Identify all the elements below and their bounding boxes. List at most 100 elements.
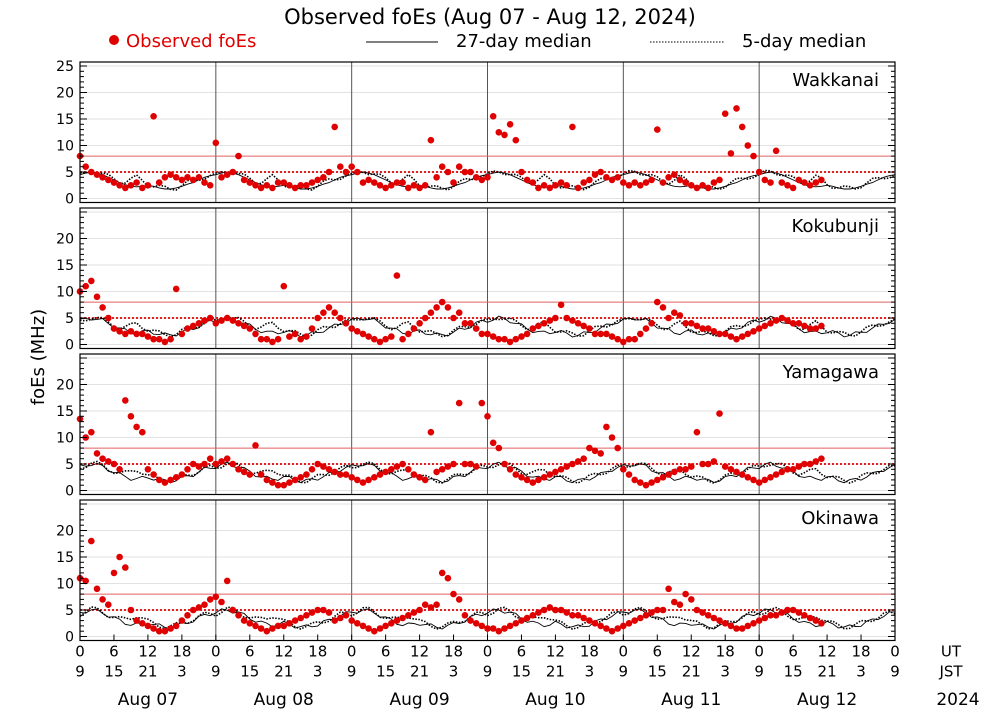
observed-point — [535, 476, 542, 484]
station-name: Okinawa — [801, 508, 879, 529]
observed-point — [625, 335, 633, 343]
observed-point — [812, 179, 820, 186]
observed-point — [540, 606, 548, 614]
observed-point — [784, 466, 791, 473]
observed-point — [552, 314, 559, 322]
observed-point — [574, 320, 582, 327]
day-label: Aug 10 — [525, 690, 585, 710]
observed-point — [586, 325, 593, 332]
observed-point — [699, 609, 706, 616]
observed-point — [637, 330, 644, 338]
observed-point — [540, 182, 548, 189]
observed-point — [280, 622, 288, 630]
x-axis: 0 9 6 15 12 21 18 3 0 9 6 15 12 21 18 3 0 9 6 15 12 21 18 3 0 9 6 1… — [75, 634, 980, 710]
median5-line — [79, 316, 896, 338]
observed-point — [580, 322, 587, 330]
observed-point — [818, 176, 825, 184]
observed-point — [393, 272, 401, 279]
observed-point — [472, 174, 480, 181]
observed-point — [172, 474, 180, 481]
median5-line — [79, 606, 896, 630]
observed-point — [676, 466, 684, 473]
observed-point — [195, 174, 203, 181]
observed-point — [733, 105, 740, 112]
observed-point — [246, 620, 254, 627]
observed-point — [438, 569, 446, 577]
observed-point — [597, 168, 604, 176]
station-name: Kokubunji — [792, 216, 879, 237]
observed-point — [608, 333, 616, 340]
x-tick-label-ut: 12 — [546, 643, 565, 661]
observed-point — [263, 182, 271, 189]
observed-point — [603, 174, 610, 181]
observed-point — [416, 320, 423, 327]
observed-point — [303, 471, 310, 478]
observed-point — [512, 335, 520, 343]
y-tick-label: 15 — [56, 550, 74, 566]
observed-point — [801, 460, 808, 468]
observed-point — [331, 617, 339, 624]
observed-point — [518, 474, 525, 481]
observed-point — [342, 612, 350, 619]
observed-point — [716, 410, 723, 417]
observed-point — [438, 466, 446, 473]
observed-point — [676, 176, 684, 184]
observed-point — [812, 325, 820, 332]
observed-point — [314, 314, 322, 322]
observed-point — [574, 458, 582, 465]
observed-point — [535, 609, 542, 616]
observed-point — [212, 593, 220, 601]
observed-point — [144, 182, 152, 189]
observed-point — [303, 333, 310, 340]
observed-point — [421, 182, 429, 189]
median27-line — [79, 608, 895, 630]
observed-point — [518, 617, 525, 624]
observed-point — [399, 614, 406, 622]
observed-point — [371, 179, 378, 186]
observed-point — [325, 466, 333, 473]
observed-point — [750, 328, 757, 335]
observed-point — [506, 121, 514, 128]
observed-point — [727, 466, 735, 473]
observed-point — [761, 614, 769, 622]
observed-point — [467, 168, 474, 176]
station-name: Wakkanai — [792, 70, 879, 91]
observed-point — [354, 476, 361, 484]
observed-point — [133, 617, 140, 624]
observed-point — [789, 184, 797, 192]
y-tick-label: 10 — [56, 431, 74, 447]
timezone-label-ut: UT — [941, 643, 962, 661]
observed-point — [801, 322, 808, 330]
observed-point — [365, 176, 372, 184]
observed-point — [240, 176, 248, 184]
observed-point — [223, 577, 231, 585]
observed-point — [405, 184, 412, 192]
observed-point — [229, 460, 237, 468]
station-panel-yamagawa: 0 5 10 15 20 Yamagawa — [56, 353, 896, 500]
observed-point — [569, 123, 576, 131]
observed-point — [127, 413, 135, 420]
observed-point — [337, 614, 344, 622]
observed-point — [603, 330, 610, 338]
observed-point — [110, 179, 118, 186]
observed-point — [478, 622, 486, 630]
observed-point — [614, 174, 621, 181]
observed-point — [133, 179, 140, 186]
x-tick-label-ut: 18 — [580, 643, 599, 661]
observed-point — [229, 317, 237, 324]
observed-point — [620, 466, 627, 473]
x-tick-label-jst: 3 — [313, 663, 323, 681]
observed-point — [206, 596, 214, 603]
x-tick-label-jst: 9 — [347, 663, 357, 681]
observed-point — [416, 606, 423, 614]
observed-point — [172, 622, 180, 630]
observed-point — [750, 152, 757, 160]
observed-point — [625, 620, 633, 627]
observed-point — [178, 617, 186, 624]
observed-point — [433, 174, 440, 181]
observed-point — [399, 335, 406, 343]
observed-point — [472, 463, 480, 470]
observed-point — [161, 627, 169, 635]
observed-point — [784, 317, 791, 324]
